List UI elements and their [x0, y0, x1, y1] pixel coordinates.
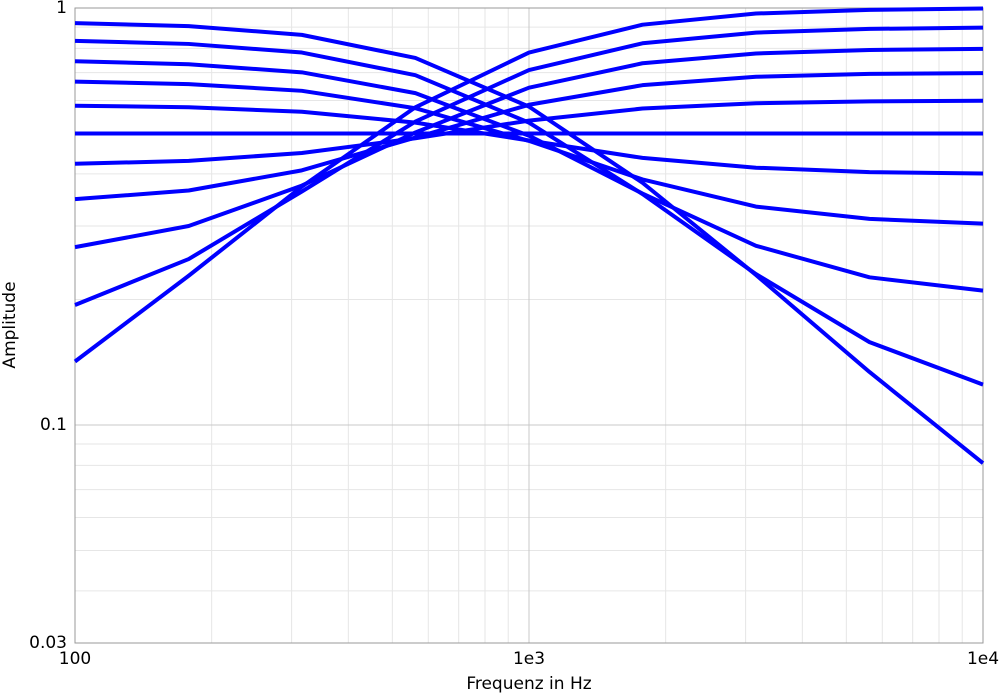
x-tick-label: 1e3 — [513, 649, 545, 669]
data-line — [74, 59, 984, 293]
x-tick-label: 100 — [59, 649, 91, 669]
plot-frame — [74, 7, 984, 644]
data-line — [73, 6, 984, 364]
data-line — [74, 103, 984, 176]
y-tick-label: 0.03 — [29, 633, 67, 653]
data-line — [74, 38, 984, 387]
x-axis-label: Frequenz in Hz — [466, 674, 591, 694]
x-tick-label: 1e4 — [967, 649, 999, 669]
data-line — [74, 25, 984, 307]
y-axis-label: Amplitude — [0, 281, 20, 368]
data-line — [74, 46, 984, 250]
data-line — [74, 71, 984, 202]
y-tick-label: 1 — [56, 0, 67, 18]
y-tick-label: 0.1 — [40, 415, 67, 435]
data-line — [74, 98, 984, 166]
